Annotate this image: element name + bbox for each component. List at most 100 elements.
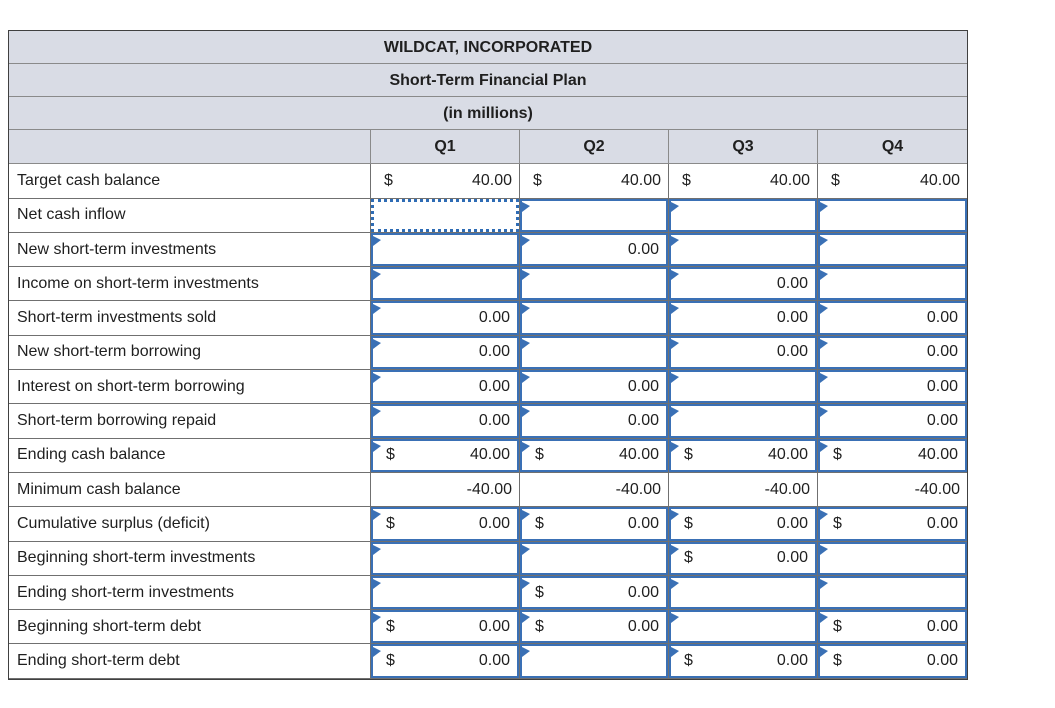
column-header-q1: Q1 bbox=[371, 130, 520, 164]
cell-value: 0.00 bbox=[478, 343, 510, 361]
input-cell-box: 0.00 bbox=[371, 370, 519, 404]
cell-value: 40.00 bbox=[769, 171, 810, 189]
cell-input-r4-q2[interactable] bbox=[520, 267, 669, 302]
cell-input-r9-q1[interactable]: $40.00 bbox=[371, 438, 520, 473]
cell-value: 0.00 bbox=[926, 309, 958, 327]
cell-input-r9-q2[interactable]: $40.00 bbox=[520, 438, 669, 473]
cell-static-r10-q1: -40.00 bbox=[371, 472, 520, 508]
cell-value: 0.00 bbox=[776, 343, 808, 361]
cell-input-r11-q4[interactable]: $0.00 bbox=[818, 507, 967, 542]
input-cell-box: $40.00 bbox=[818, 438, 967, 472]
cell-input-r6-q2[interactable] bbox=[520, 335, 669, 371]
cell-static-r1-q3: $40.00 bbox=[669, 164, 818, 199]
cell-input-r9-q3[interactable]: $40.00 bbox=[669, 438, 818, 473]
currency-symbol: $ bbox=[684, 549, 693, 567]
cell-input-r11-q2[interactable]: $0.00 bbox=[520, 507, 669, 542]
cell-input-r5-q1[interactable]: 0.00 bbox=[371, 301, 520, 336]
cell-input-r6-q4[interactable]: 0.00 bbox=[818, 335, 967, 371]
cell-input-r3-q1[interactable] bbox=[371, 232, 520, 268]
cell-input-r3-q4[interactable] bbox=[818, 232, 967, 268]
plan-grid: Q1 Q2 Q3 Q4 Target cash balance $40.00 $40… bbox=[9, 130, 967, 679]
input-cell-box: $40.00 bbox=[669, 438, 817, 472]
input-cell-box bbox=[371, 232, 519, 267]
row-label-5: Short-term investments sold bbox=[9, 301, 371, 336]
input-cell-box: 0.00 bbox=[520, 404, 668, 438]
cell-input-r4-q4[interactable] bbox=[818, 267, 967, 302]
row-label-4: Income on short-term investments bbox=[9, 267, 371, 302]
cell-input-r12-q2[interactable] bbox=[520, 541, 669, 576]
currency-symbol: $ bbox=[533, 171, 542, 189]
input-cell-box: $0.00 bbox=[371, 610, 519, 644]
static-cell-content: $40.00 bbox=[669, 164, 817, 197]
cell-input-r14-q1[interactable]: $0.00 bbox=[371, 610, 520, 645]
static-cell-content: -40.00 bbox=[818, 473, 967, 506]
cell-input-r14-q3[interactable] bbox=[669, 610, 818, 645]
cell-input-r6-q1[interactable]: 0.00 bbox=[371, 335, 520, 371]
cell-input-r4-q1[interactable] bbox=[371, 267, 520, 302]
input-cell-box bbox=[669, 610, 817, 644]
input-cell-box: 0.00 bbox=[669, 335, 817, 370]
currency-symbol: $ bbox=[384, 171, 393, 189]
cell-input-r3-q2[interactable]: 0.00 bbox=[520, 232, 669, 268]
input-cell-box: 0.00 bbox=[371, 335, 519, 370]
input-cell-box: $0.00 bbox=[669, 507, 817, 541]
cell-value: 0.00 bbox=[776, 549, 808, 567]
input-cell-box: $0.00 bbox=[520, 575, 668, 610]
row-label-7: Interest on short-term borrowing bbox=[9, 370, 371, 405]
cell-input-r14-q2[interactable]: $0.00 bbox=[520, 610, 669, 645]
cell-value: 40.00 bbox=[618, 446, 659, 464]
cell-input-r7-q2[interactable]: 0.00 bbox=[520, 370, 669, 405]
input-cell-box: 0.00 bbox=[818, 404, 967, 438]
row-label-11: Cumulative surplus (deficit) bbox=[9, 507, 371, 542]
cell-input-r11-q1[interactable]: $0.00 bbox=[371, 507, 520, 542]
cell-input-r8-q2[interactable]: 0.00 bbox=[520, 404, 669, 439]
cell-input-r15-q2[interactable] bbox=[520, 644, 669, 679]
cell-input-r12-q1[interactable] bbox=[371, 541, 520, 576]
cell-input-r5-q3[interactable]: 0.00 bbox=[669, 301, 818, 336]
cell-input-r6-q3[interactable]: 0.00 bbox=[669, 335, 818, 371]
cell-input-r2-q4[interactable] bbox=[818, 198, 967, 233]
cell-input-r12-q3[interactable]: $0.00 bbox=[669, 541, 818, 576]
cell-input-r11-q3[interactable]: $0.00 bbox=[669, 507, 818, 542]
cell-input-r7-q4[interactable]: 0.00 bbox=[818, 370, 967, 405]
input-cell-box: $0.00 bbox=[520, 507, 668, 541]
cell-input-r13-q2[interactable]: $0.00 bbox=[520, 575, 669, 611]
cell-value: 40.00 bbox=[469, 446, 510, 464]
cell-value: -40.00 bbox=[615, 480, 661, 498]
input-cell-box bbox=[520, 541, 668, 575]
cell-value: 0.00 bbox=[926, 652, 958, 670]
cell-input-r15-q3[interactable]: $0.00 bbox=[669, 644, 818, 679]
input-cell-box bbox=[371, 575, 519, 610]
cell-input-r8-q4[interactable]: 0.00 bbox=[818, 404, 967, 439]
cell-input-r13-q3[interactable] bbox=[669, 575, 818, 611]
cell-input-r15-q1[interactable]: $0.00 bbox=[371, 644, 520, 679]
input-cell-box: 0.00 bbox=[520, 370, 668, 404]
cell-input-r8-q3[interactable] bbox=[669, 404, 818, 439]
cell-input-r2-q1[interactable] bbox=[371, 198, 520, 233]
cell-input-r3-q3[interactable] bbox=[669, 232, 818, 268]
input-cell-box: $0.00 bbox=[371, 507, 519, 541]
input-cell-box bbox=[520, 301, 668, 335]
cell-input-r5-q4[interactable]: 0.00 bbox=[818, 301, 967, 336]
cell-input-r5-q2[interactable] bbox=[520, 301, 669, 336]
cell-input-r4-q3[interactable]: 0.00 bbox=[669, 267, 818, 302]
cell-input-r13-q1[interactable] bbox=[371, 575, 520, 611]
currency-symbol: $ bbox=[833, 617, 842, 635]
cell-input-r9-q4[interactable]: $40.00 bbox=[818, 438, 967, 473]
cell-input-r8-q1[interactable]: 0.00 bbox=[371, 404, 520, 439]
input-cell-box: 0.00 bbox=[669, 301, 817, 335]
cell-input-r13-q4[interactable] bbox=[818, 575, 967, 611]
cell-input-r2-q3[interactable] bbox=[669, 198, 818, 233]
cell-value: 0.00 bbox=[926, 617, 958, 635]
cell-input-r12-q4[interactable] bbox=[818, 541, 967, 576]
cell-input-r7-q3[interactable] bbox=[669, 370, 818, 405]
input-cell-box bbox=[520, 335, 668, 370]
static-cell-content: -40.00 bbox=[520, 473, 668, 506]
cell-static-r1-q1: $40.00 bbox=[371, 164, 520, 199]
cell-input-r7-q1[interactable]: 0.00 bbox=[371, 370, 520, 405]
cell-input-r15-q4[interactable]: $0.00 bbox=[818, 644, 967, 679]
input-cell-box: 0.00 bbox=[818, 335, 967, 370]
cell-input-r2-q2[interactable] bbox=[520, 198, 669, 233]
cell-input-r14-q4[interactable]: $0.00 bbox=[818, 610, 967, 645]
cell-static-r10-q3: -40.00 bbox=[669, 472, 818, 508]
